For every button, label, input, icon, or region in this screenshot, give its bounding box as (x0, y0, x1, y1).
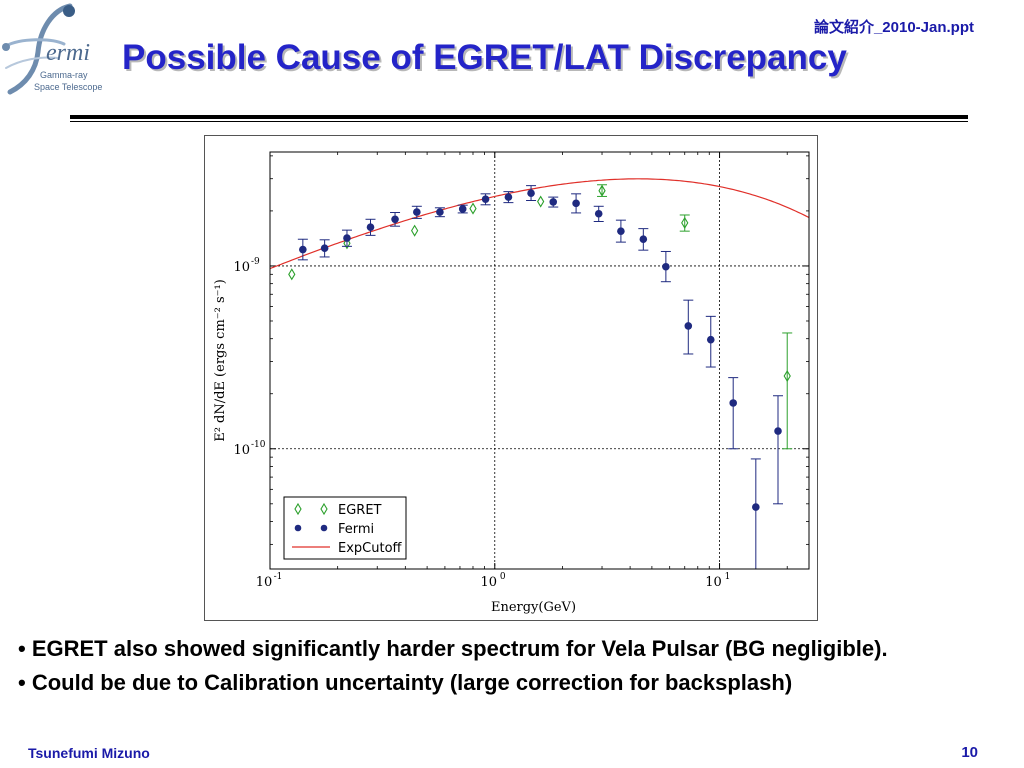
legend-label: EGRET (338, 503, 382, 518)
fermi-point (706, 335, 715, 344)
x-tick-exponent: -1 (274, 572, 283, 582)
file-name-note: 論文紹介_2010-Jan.ppt (813, 19, 974, 36)
fermi-point (549, 198, 558, 206)
fermi-logo-line2: Space Telescope (34, 82, 102, 92)
plot-frame (269, 151, 810, 570)
slide-title: Possible Cause of EGRET/LAT Discrepancy (122, 38, 847, 77)
plot-area (270, 178, 809, 569)
fermi-point (366, 223, 375, 231)
fermi-point (774, 427, 782, 435)
egret-point (343, 237, 351, 250)
fermi-point (639, 235, 648, 244)
egret-point (598, 184, 606, 197)
fermi-point (458, 205, 467, 213)
bullet-item: • EGRET also showed significantly harder… (18, 636, 888, 661)
x-tick-label: 10 (481, 575, 498, 590)
title-divider-thick (70, 115, 968, 119)
fermi-swirl-icon (2, 3, 75, 95)
x-tick-label: 10 (705, 575, 722, 590)
fermi-logo: ermi Gamma-ray Space Telescope (2, 3, 102, 95)
legend-box (283, 496, 407, 560)
fermi-point (481, 195, 490, 203)
bullet-list: • EGRET also showed significantly harder… (18, 632, 1023, 700)
fermi-point (729, 399, 737, 407)
x-tick-label: 10 (256, 575, 273, 590)
egret-point (469, 202, 477, 215)
fermi-point (320, 244, 329, 253)
legend-fermi-marker (320, 524, 328, 532)
fermi-point (504, 193, 513, 201)
x-tick-exponent: 0 (500, 572, 506, 582)
fermi-point (299, 245, 307, 254)
fermi-point (572, 199, 580, 208)
fermi-point (343, 234, 351, 242)
fermi-point (436, 208, 444, 216)
y-tick-exponent: -10 (251, 440, 266, 450)
page-number: 10 (961, 744, 978, 761)
fermi-point (662, 262, 670, 271)
egret-point (288, 268, 296, 281)
legend-label: Fermi (338, 522, 374, 537)
fermi-point (527, 189, 535, 197)
x-tick-exponent: 1 (725, 572, 731, 582)
fermi-point (752, 503, 760, 511)
fermi-point (594, 209, 603, 218)
egret-point (537, 195, 545, 208)
y-tick-exponent: -9 (251, 257, 260, 267)
legend-egret-marker (294, 502, 302, 516)
fermi-point (391, 215, 399, 224)
y-tick-label: 10 (233, 260, 250, 275)
footer-author: Tsunefumi Mizuno (28, 745, 150, 761)
expcutoff-curve (270, 178, 809, 270)
egret-point (783, 369, 791, 383)
fermi-point (684, 322, 693, 330)
title-divider-thin (70, 121, 968, 122)
legend-egret-marker (320, 502, 328, 516)
egret-point (681, 216, 689, 229)
fermi-point (617, 227, 625, 235)
fermi-logo-word: ermi (46, 40, 90, 66)
y-tick-label: 10 (233, 443, 250, 458)
fermi-logo-line1: Gamma-ray (40, 70, 88, 80)
legend-fermi-marker (294, 524, 302, 532)
legend-label: ExpCutoff (338, 541, 403, 556)
egret-point (410, 224, 419, 237)
x-axis-label: Energy(GeV) (491, 600, 576, 615)
fermi-point (413, 208, 421, 216)
y-axis-label: E² dN/dE (ergs cm⁻² s⁻¹) (213, 279, 228, 442)
bullet-item: • Could be due to Calibration uncertaint… (18, 670, 793, 695)
